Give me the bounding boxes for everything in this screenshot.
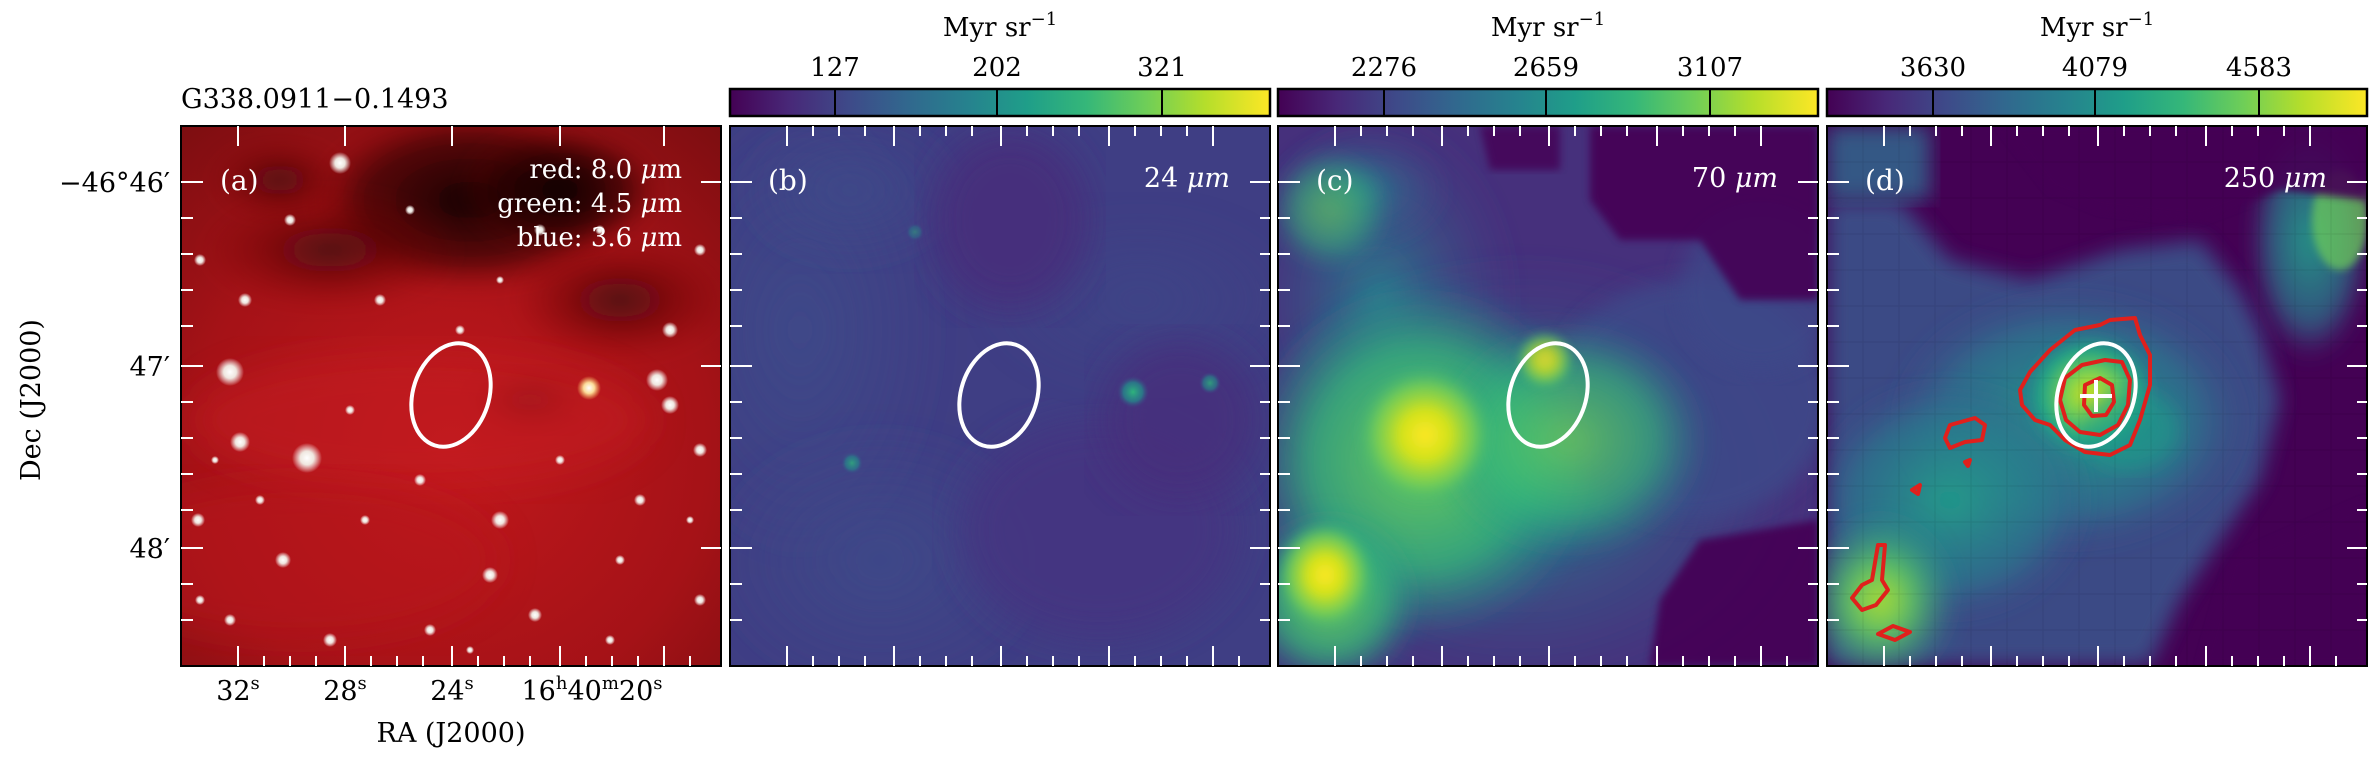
panel-c-ticks (1278, 126, 1818, 666)
colorbar-c-tick-2: 3107 (1677, 53, 1743, 83)
x-axis-tick-labels: 32s 28s 24s 16h40m20s (216, 673, 662, 707)
colorbar-c-tick-1: 2659 (1513, 53, 1579, 83)
colorbar-b-tick-1: 202 (972, 53, 1022, 83)
y-tick-label-48: 48′ (130, 534, 171, 565)
panel-a-ticks (181, 126, 721, 666)
colorbar-b: Myr sr−1 127 202 321 (728, 9, 1272, 118)
panel-b-label: (b) (768, 164, 808, 197)
colorbar-d-tick-0: 3630 (1900, 53, 1966, 83)
contour-left-1 (1943, 416, 1987, 450)
colorbar-d-bar (1825, 87, 2369, 118)
colorbar-d-tick-2: 4583 (2226, 53, 2292, 83)
colorbar-b-unit: Myr sr−1 (943, 9, 1057, 43)
panel-a-legend-blue: blue: 3.6 μm (517, 223, 682, 253)
contour-left-3 (1963, 458, 1972, 468)
contour-inner (2082, 376, 2116, 418)
y-tick-label-47: 47′ (130, 352, 171, 383)
panel-c: (c) 70 μm (1277, 125, 1819, 667)
colorbar-c: Myr sr−1 2276 2659 3107 (1276, 9, 1820, 118)
panel-d-source-ellipse (2054, 341, 2138, 449)
x-tick-label-32s: 32s (216, 673, 260, 707)
y-axis-tick-labels: −46°46′ 47′ 48′ (59, 168, 170, 565)
panel-d-wavelength: 250 μm (2224, 163, 2327, 194)
panel-c-source-ellipse (1506, 341, 1590, 449)
colorbar-d-tick-1: 4079 (2062, 53, 2128, 83)
x-axis-title: RA (J2000) (376, 718, 525, 749)
colorbar-c-tick-0: 2276 (1351, 53, 1417, 83)
panel-a: (a) red: 8.0 μm green: 4.5 μm blue: 3.6 … (180, 125, 722, 667)
panel-d-label: (d) (1865, 164, 1905, 197)
y-tick-label-46: −46°46′ (59, 168, 170, 199)
panel-b-image (730, 126, 1270, 666)
panel-d-peak-cross (2080, 380, 2112, 412)
panel-b: (b) 24 μm (729, 125, 1271, 667)
contour-bottom (1876, 624, 1912, 642)
colorbar-b-tick-0: 127 (810, 53, 860, 83)
colorbar-b-tick-2: 321 (1137, 53, 1187, 83)
colorbar-d-unit: Myr sr−1 (2040, 9, 2154, 43)
contour-left-2 (1910, 483, 1922, 496)
panel-b-ticks (730, 126, 1270, 666)
source-name: G338.0911−0.1493 (181, 84, 449, 115)
panel-d-ticks (1827, 126, 2367, 666)
panel-d-pixel-grid (1827, 126, 2367, 666)
panel-c-label: (c) (1316, 164, 1354, 197)
panel-a-legend: red: 8.0 μm green: 4.5 μm blue: 3.6 μm (497, 155, 682, 253)
panel-d: (d) 250 μm (1826, 125, 2368, 667)
panel-b-source-ellipse (957, 341, 1041, 449)
contour-outer (2018, 316, 2152, 457)
contour-mid (2058, 358, 2132, 437)
panel-a-stars (191, 152, 707, 654)
panel-c-wavelength: 70 μm (1692, 163, 1778, 194)
x-tick-label-16h40m20s: 16h40m20s (522, 673, 663, 707)
panel-a-source-ellipse (409, 341, 493, 449)
colorbar-c-unit: Myr sr−1 (1491, 9, 1605, 43)
panel-b-wavelength: 24 μm (1144, 163, 1230, 194)
panel-a-image (181, 126, 721, 666)
y-axis-title: Dec (J2000) (16, 319, 47, 481)
panel-c-image (1278, 126, 1818, 666)
colorbar-b-bar (728, 87, 1272, 118)
colorbar-d: Myr sr−1 3630 4079 4583 (1825, 9, 2369, 118)
panel-a-label: (a) (220, 164, 259, 197)
panel-d-image (1827, 126, 2367, 666)
x-tick-label-28s: 28s (323, 673, 367, 707)
panel-a-legend-red: red: 8.0 μm (529, 155, 682, 185)
panel-d-contours (1850, 316, 2152, 642)
colorbar-c-bar (1276, 87, 1820, 118)
contour-bottom-left (1850, 543, 1890, 612)
x-tick-label-24s: 24s (430, 673, 474, 707)
panel-a-legend-green: green: 4.5 μm (497, 189, 682, 219)
